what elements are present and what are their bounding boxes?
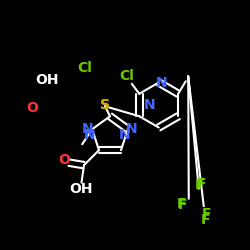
Text: F: F bbox=[176, 197, 186, 211]
Text: S: S bbox=[100, 98, 110, 112]
Text: Cl: Cl bbox=[78, 60, 92, 74]
Text: F: F bbox=[195, 178, 205, 192]
Text: F: F bbox=[196, 177, 206, 191]
Text: O: O bbox=[26, 100, 38, 114]
Text: N: N bbox=[119, 128, 131, 142]
Text: OH: OH bbox=[36, 73, 59, 87]
Text: O: O bbox=[58, 153, 70, 167]
Text: F: F bbox=[178, 198, 187, 212]
Text: N: N bbox=[84, 128, 96, 142]
Text: OH: OH bbox=[70, 182, 93, 196]
Text: N: N bbox=[126, 122, 138, 136]
Text: F: F bbox=[202, 207, 211, 221]
Text: S: S bbox=[100, 98, 110, 112]
Text: Cl: Cl bbox=[119, 69, 134, 83]
Text: N: N bbox=[144, 98, 156, 112]
Text: N: N bbox=[81, 122, 93, 136]
Text: F: F bbox=[200, 213, 210, 227]
Text: N: N bbox=[156, 76, 167, 90]
